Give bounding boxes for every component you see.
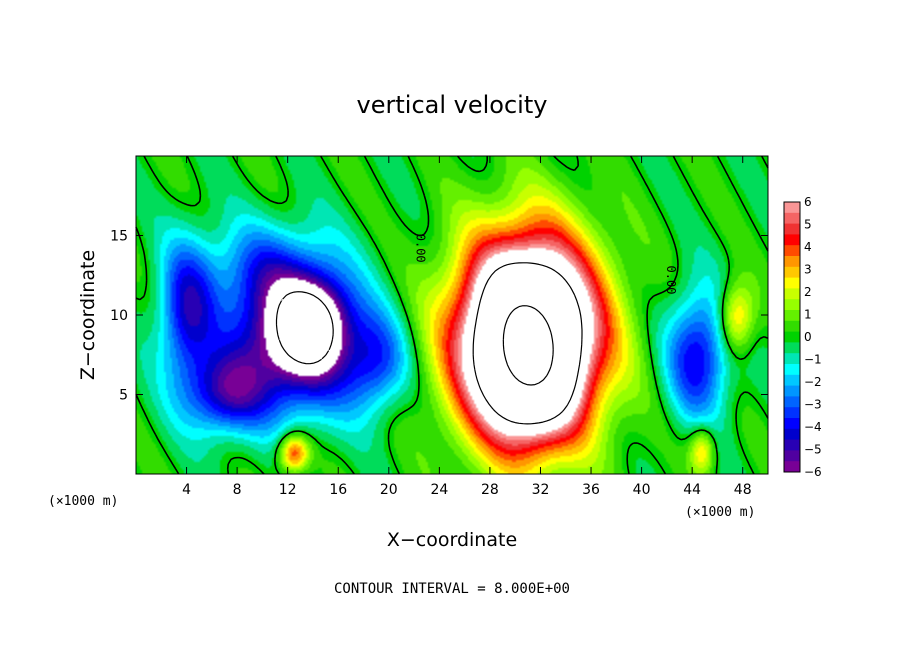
colorbar-swatch (784, 245, 800, 257)
x-tick-label: 20 (380, 482, 398, 498)
x-tick-label: 24 (430, 482, 448, 498)
contour-line (472, 262, 583, 425)
x-tick-label: 44 (683, 482, 701, 498)
contour-interval-footer: CONTOUR INTERVAL = 8.000E+00 (334, 581, 570, 597)
colorbar-swatch (784, 342, 800, 354)
colorbar-label: 3 (804, 263, 812, 277)
colorbar-swatch (784, 234, 800, 246)
colorbar-label: −3 (804, 398, 822, 412)
colorbar-label: 2 (804, 285, 812, 299)
colorbar-label: −4 (804, 420, 822, 434)
x-tick-label: 12 (279, 482, 297, 498)
contour-label: 0.00 (664, 266, 678, 295)
contour-line (275, 291, 334, 365)
colorbar-swatch (784, 310, 800, 322)
colorbar-swatch (784, 331, 800, 343)
contour-label: 0.00 (414, 234, 428, 263)
colorbar-swatch (784, 439, 800, 451)
colorbar-swatch (784, 428, 800, 441)
chart-title: vertical velocity (357, 91, 548, 119)
contour-lines: 0.00 0.00 (135, 155, 769, 475)
colorbar-label: 0 (804, 330, 812, 344)
colorbar-swatch (784, 299, 800, 311)
x-unit-label-right: (×1000 m) (685, 505, 755, 520)
y-axis-label: Z−coordinate (77, 250, 99, 380)
x-tick-label: 40 (633, 482, 651, 498)
colorbar-swatch (784, 277, 800, 289)
x-unit-label-left: (×1000 m) (48, 494, 118, 509)
x-axis-label: X−coordinate (387, 529, 517, 551)
colorbar-label: 5 (804, 218, 812, 232)
y-tick-label: 5 (119, 388, 128, 404)
colorbar-swatch (784, 212, 800, 225)
colorbar-swatch (784, 364, 800, 376)
colorbar-swatch (784, 256, 800, 268)
x-tick-label: 4 (182, 482, 191, 498)
colorbar-label: −1 (804, 353, 822, 367)
colorbar-swatch (784, 396, 800, 408)
colorbar-label: −5 (804, 443, 822, 457)
colorbar-swatch (784, 288, 800, 300)
x-tick-label: 16 (329, 482, 347, 498)
x-axis: 4 8 12 16 20 24 28 32 36 40 44 48 (182, 156, 752, 498)
x-tick-label: 8 (233, 482, 242, 498)
colorbar-frame (783, 201, 801, 473)
x-tick-label: 48 (734, 482, 752, 498)
colorbar-swatch (784, 202, 800, 214)
colorbar-swatch (784, 353, 800, 365)
colorbar-label: −2 (804, 375, 822, 389)
colorbar-swatch (784, 461, 800, 473)
colorbar-label: 6 (804, 195, 812, 209)
colorbar-swatch (784, 266, 800, 279)
x-tick-label: 36 (582, 482, 600, 498)
colorbar-swatch (784, 418, 800, 430)
colorbar-label: 1 (804, 308, 812, 322)
colorbar-label: 4 (804, 240, 812, 254)
colorbar-swatch (784, 320, 800, 333)
y-axis: 5 10 15 (110, 229, 768, 404)
colorbar-swatch (784, 385, 800, 397)
colorbar-label: −6 (804, 465, 822, 479)
colorbar-swatch (784, 450, 800, 462)
colorbar-swatch (784, 407, 800, 419)
y-tick-label: 15 (110, 229, 128, 245)
heatmap-field (136, 156, 768, 474)
y-tick-label: 10 (110, 308, 128, 324)
colorbar: 6 5 4 3 2 1 0 −1 −2 −3 −4 −5 −6 (783, 195, 822, 479)
colorbar-swatch (784, 223, 800, 235)
x-tick-label: 28 (481, 482, 499, 498)
x-tick-label: 32 (532, 482, 550, 498)
colorbar-swatch (784, 374, 800, 387)
contour-line (502, 305, 554, 386)
